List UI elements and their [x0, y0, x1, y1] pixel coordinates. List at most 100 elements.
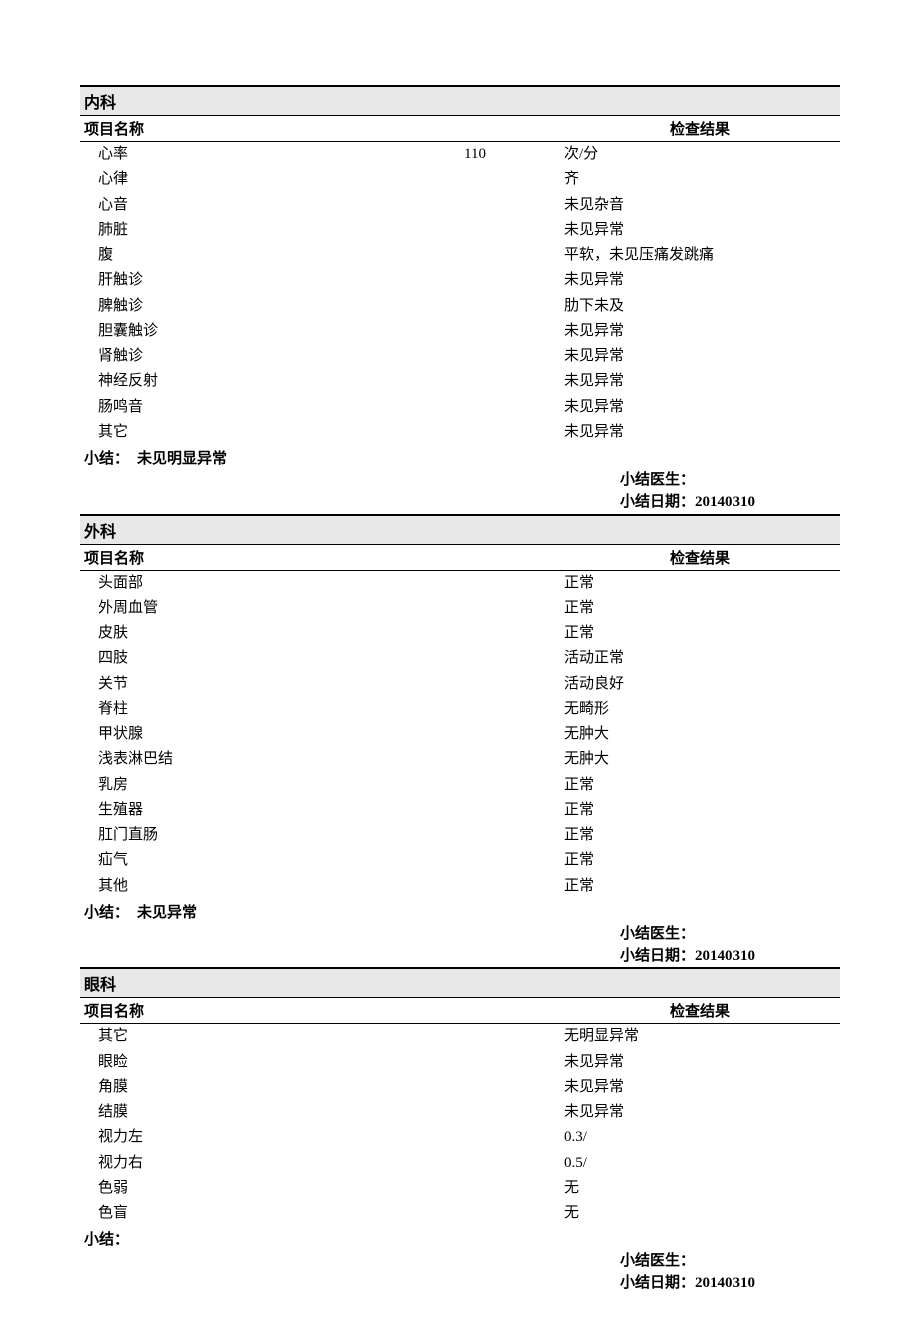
summary: 小结：未见异常: [80, 899, 840, 924]
table-row: 四肢活动正常: [80, 646, 840, 671]
doctor-block: 小结医生：小结日期：20140310: [80, 924, 840, 968]
date-label: 小结日期：: [620, 494, 695, 510]
table-row: 心律齐: [80, 167, 840, 192]
table-row: 色盲 无: [80, 1201, 840, 1226]
item-result: 未见杂音: [564, 194, 836, 217]
item-result: 未见异常: [564, 396, 836, 419]
item-result: 未见异常: [564, 345, 836, 368]
item-result: 未见异常: [564, 320, 836, 343]
table-row: 心音未见杂音: [80, 193, 840, 218]
item-name: 外周血管: [98, 597, 464, 620]
item-name: 乳房: [98, 774, 464, 797]
medical-report: 内科项目名称检查结果心率110次/分心律齐心音未见杂音肺脏未见异常腹平软，未见压…: [80, 85, 840, 1295]
item-name: 皮肤: [98, 622, 464, 645]
item-result: 无明显异常: [564, 1025, 836, 1048]
summary-label: 小结：: [84, 905, 129, 921]
item-value: [464, 673, 564, 696]
column-header-name: 项目名称: [84, 1000, 464, 1021]
item-result: 正常: [564, 824, 836, 847]
column-headers: 项目名称检查结果: [80, 998, 840, 1024]
item-name: 肺脏: [98, 219, 464, 242]
item-name: 视力左: [98, 1126, 464, 1149]
item-name: 关节: [98, 673, 464, 696]
item-name: 心律: [98, 168, 464, 191]
item-name: 肝触诊: [98, 269, 464, 292]
item-result: 活动正常: [564, 647, 836, 670]
section-title: 外科: [80, 514, 840, 545]
item-name: 浅表淋巴结: [98, 748, 464, 771]
item-result: 无肿大: [564, 723, 836, 746]
table-row: 关节 活动良好: [80, 672, 840, 697]
item-value: [464, 396, 564, 419]
item-name: 腹: [98, 244, 464, 267]
doctor-label: 小结医生：: [620, 926, 695, 942]
item-value: 110: [464, 143, 564, 166]
item-value: [464, 875, 564, 898]
item-result: 无: [564, 1202, 836, 1225]
item-value: [464, 748, 564, 771]
item-name: 心率: [98, 143, 464, 166]
table-row: 胆囊触诊 未见异常: [80, 319, 840, 344]
item-name: 色盲: [98, 1202, 464, 1225]
table-row: 肾触诊未见异常: [80, 344, 840, 369]
date-label: 小结日期：: [620, 1275, 695, 1291]
table-row: 眼睑未见异常: [80, 1050, 840, 1075]
item-value: [464, 723, 564, 746]
table-row: 神经反射 未见异常: [80, 369, 840, 394]
column-header-result: 检查结果: [564, 547, 836, 568]
table-row: 肝触诊 未见异常: [80, 268, 840, 293]
item-result: 活动良好: [564, 673, 836, 696]
item-name: 神经反射: [98, 370, 464, 393]
rows: 头面部正常外周血管正常皮肤正常四肢活动正常关节活动良好脊柱无畸形甲状腺无肿大浅表…: [80, 571, 840, 899]
column-headers: 项目名称检查结果: [80, 116, 840, 142]
item-value: [464, 295, 564, 318]
item-result: 正常: [564, 849, 836, 872]
doctor-label: 小结医生：: [620, 472, 695, 488]
item-result: 无畸形: [564, 698, 836, 721]
item-value: [464, 1025, 564, 1048]
item-result: 次/分: [564, 143, 836, 166]
date-value: 20140310: [695, 494, 755, 510]
rows: 其它无明显异常眼睑未见异常角膜未见异常结膜未见异常视力左0.3/视力右0.5/色…: [80, 1024, 840, 1226]
item-value: [464, 1126, 564, 1149]
date-value: 20140310: [695, 1275, 755, 1291]
item-result: 未见异常: [564, 219, 836, 242]
item-name: 眼睑: [98, 1051, 464, 1074]
section: 外科项目名称检查结果头面部正常外周血管正常皮肤正常四肢活动正常关节活动良好脊柱无…: [80, 514, 840, 968]
item-value: [464, 219, 564, 242]
item-name: 视力右: [98, 1152, 464, 1175]
item-result: 正常: [564, 572, 836, 595]
summary-value: [129, 1232, 137, 1248]
item-value: [464, 799, 564, 822]
item-name: 胆囊触诊: [98, 320, 464, 343]
item-result: 未见异常: [564, 370, 836, 393]
section: 眼科项目名称检查结果其它无明显异常眼睑未见异常角膜未见异常结膜未见异常视力左0.…: [80, 967, 840, 1295]
column-header-name: 项目名称: [84, 118, 464, 139]
item-value: [464, 1101, 564, 1124]
item-result: 未见异常: [564, 1101, 836, 1124]
table-row: 甲状腺 无肿大: [80, 722, 840, 747]
item-result: 0.5/: [564, 1152, 836, 1175]
item-name: 甲状腺: [98, 723, 464, 746]
doctor-block: 小结医生： 小结日期：20140310: [80, 470, 840, 514]
item-value: [464, 244, 564, 267]
item-value: [464, 572, 564, 595]
summary-label: 小结：: [84, 1232, 129, 1248]
table-row: 生殖器正常: [80, 798, 840, 823]
item-name: 结膜: [98, 1101, 464, 1124]
item-name: 脾触诊: [98, 295, 464, 318]
item-name: 色弱: [98, 1177, 464, 1200]
item-result: 未见异常: [564, 269, 836, 292]
item-value: [464, 421, 564, 444]
table-row: 肺脏 未见异常: [80, 218, 840, 243]
section-title: 内科: [80, 85, 840, 116]
item-result: 未见异常: [564, 421, 836, 444]
section: 内科项目名称检查结果心率110次/分心律齐心音未见杂音肺脏未见异常腹平软，未见压…: [80, 85, 840, 514]
table-row: 其它 无明显异常: [80, 1024, 840, 1049]
rows: 心率110次/分心律齐心音未见杂音肺脏未见异常腹平软，未见压痛发跳痛肝触诊未见异…: [80, 142, 840, 445]
table-row: 肛门直肠正常: [80, 823, 840, 848]
table-row: 其它未见异常: [80, 420, 840, 445]
item-name: 其它: [98, 1025, 464, 1048]
item-value: [464, 622, 564, 645]
table-row: 乳房正常: [80, 773, 840, 798]
